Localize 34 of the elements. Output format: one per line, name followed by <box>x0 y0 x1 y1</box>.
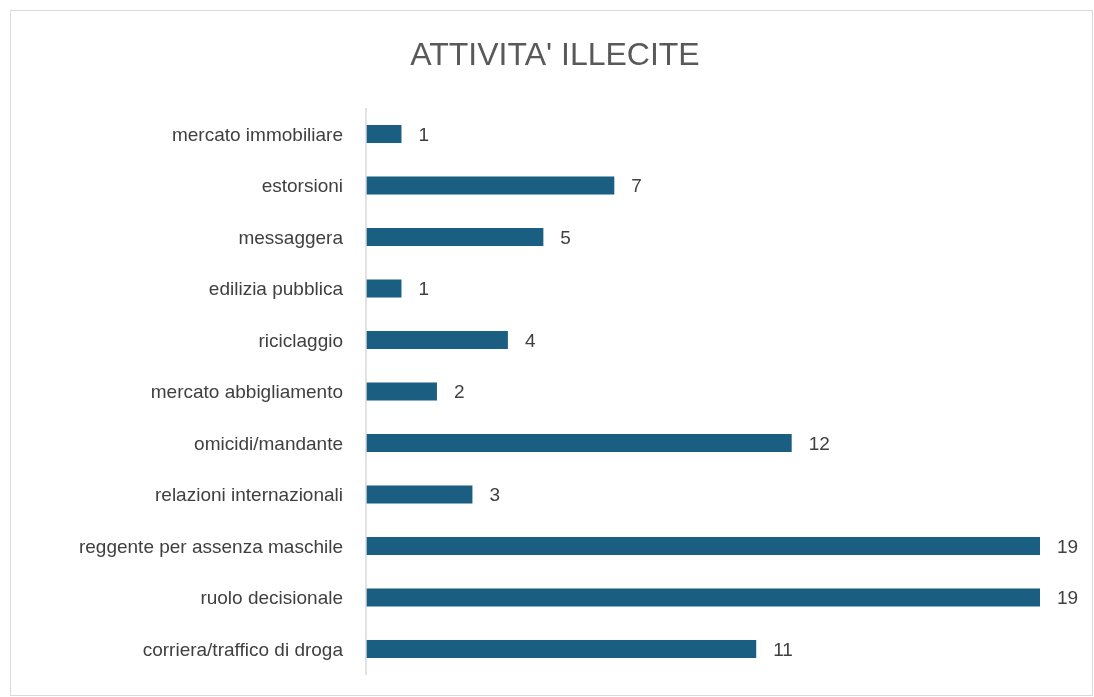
data-label: 2 <box>453 381 465 403</box>
data-label: 1 <box>418 278 430 300</box>
bar <box>366 227 544 247</box>
data-label: 3 <box>489 484 500 506</box>
data-label: 12 <box>808 432 830 454</box>
bar <box>366 330 508 350</box>
bar <box>366 536 1040 556</box>
y-tick-label: edilizia pubblica <box>208 278 344 300</box>
y-tick-label: messaggera <box>238 226 344 248</box>
bar <box>366 433 792 453</box>
y-tick-label: estorsioni <box>261 175 343 197</box>
bar <box>366 279 402 298</box>
y-tick-label: ruolo decisionale <box>200 587 343 609</box>
bar <box>366 485 473 504</box>
data-label: 11 <box>773 638 793 660</box>
data-label: 5 <box>560 226 571 248</box>
chart-title: ATTIVITA' ILLECITE <box>410 36 700 72</box>
bar <box>366 125 402 144</box>
bar <box>366 588 1040 607</box>
y-tick-label: relazioni internazionali <box>155 484 343 506</box>
y-tick-label: corriera/traffico di droga <box>142 638 344 660</box>
data-label: 19 <box>1057 535 1079 557</box>
y-tick-label: mercato immobiliare <box>171 123 343 145</box>
data-label: 4 <box>524 329 536 351</box>
bar <box>366 176 615 195</box>
bar <box>366 639 757 659</box>
data-label: 1 <box>418 123 430 145</box>
y-tick-label: riciclaggio <box>258 329 343 351</box>
data-label: 7 <box>631 175 642 197</box>
y-tick-label: omicidi/mandante <box>194 432 343 454</box>
data-label: 19 <box>1057 587 1079 609</box>
y-tick-label: reggente per assenza maschile <box>78 535 343 557</box>
y-tick-label: mercato abbigliamento <box>150 381 343 403</box>
bar <box>366 382 437 401</box>
